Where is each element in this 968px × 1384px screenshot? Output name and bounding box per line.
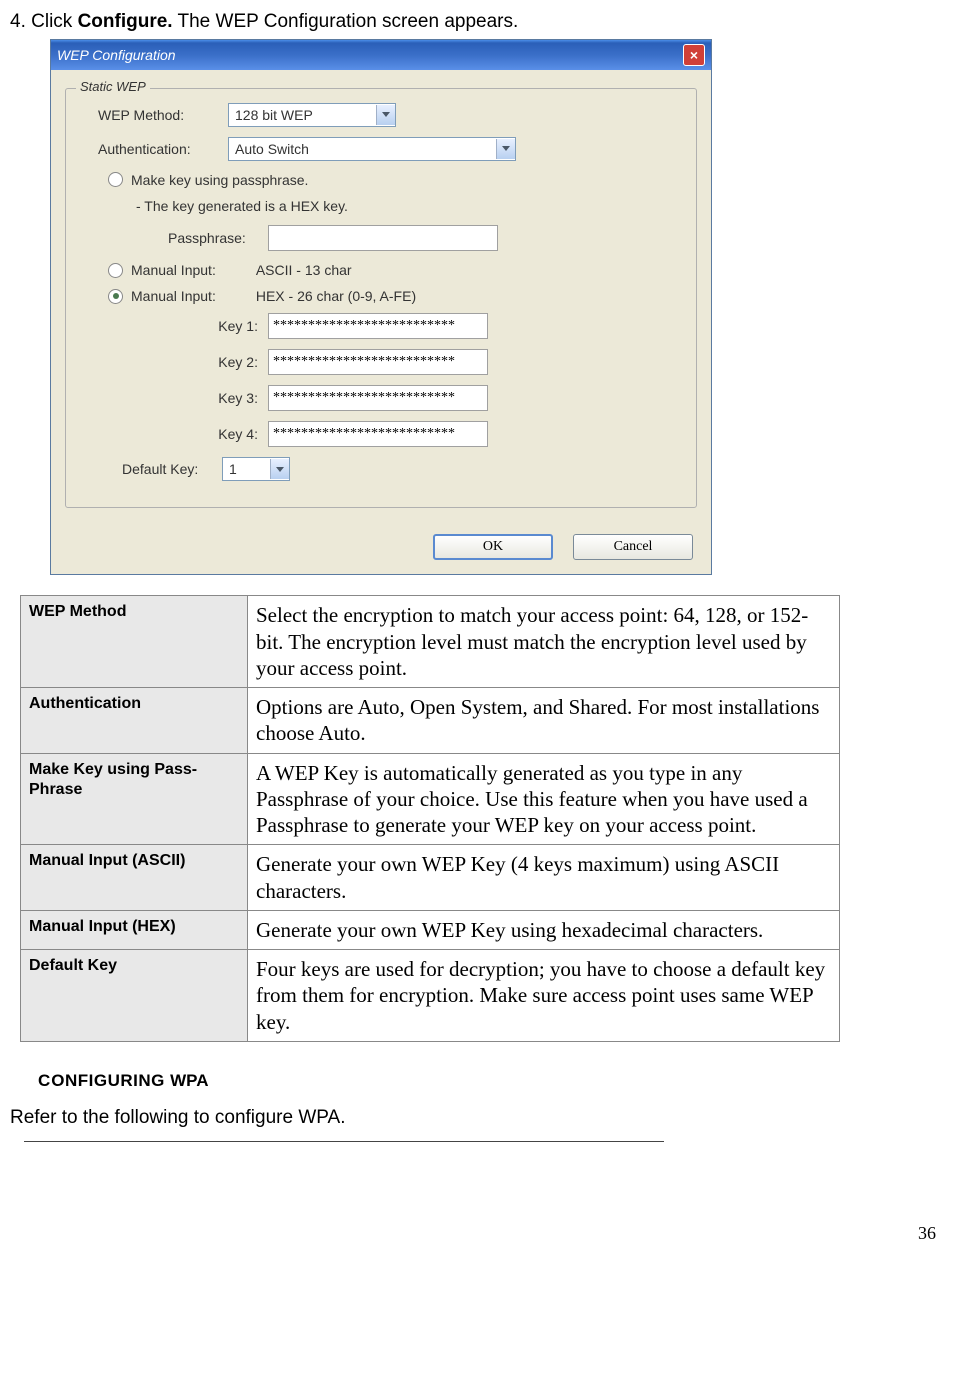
passphrase-label: Passphrase: (168, 229, 268, 247)
hex-radio-label: Manual Input: (131, 287, 216, 305)
hex-radio-row[interactable]: Manual Input: HEX - 26 char (0-9, A-FE) (108, 287, 684, 305)
key4-row: Key 4: (78, 421, 684, 447)
auth-combo[interactable]: Auto Switch (228, 137, 516, 161)
divider-line (24, 1141, 664, 1142)
table-row: Authentication Options are Auto, Open Sy… (21, 688, 840, 754)
default-key-combo[interactable]: 1 (222, 457, 290, 481)
radio-icon (108, 263, 123, 278)
dialog-title: WEP Configuration (57, 46, 176, 64)
step-bold: Configure. (78, 11, 173, 32)
table-row: WEP Method Select the encryption to matc… (21, 596, 840, 688)
td-hex: Generate your own WEP Key using hexadeci… (248, 910, 840, 949)
key3-input[interactable] (268, 385, 488, 411)
td-passphrase: A WEP Key is automatically generated as … (248, 753, 840, 845)
ascii-radio-row[interactable]: Manual Input: ASCII - 13 char (108, 261, 684, 279)
section-heading: CONFIGURING WPA (38, 1070, 958, 1092)
description-table: WEP Method Select the encryption to matc… (20, 595, 840, 1042)
th-passphrase: Make Key using Pass-Phrase (21, 753, 248, 845)
passphrase-input[interactable] (268, 225, 498, 251)
table-row: Default Key Four keys are used for decry… (21, 950, 840, 1042)
key1-row: Key 1: (78, 313, 684, 339)
hex-extra-text: HEX - 26 char (0-9, A-FE) (256, 287, 416, 305)
key2-row: Key 2: (78, 349, 684, 375)
td-authentication: Options are Auto, Open System, and Share… (248, 688, 840, 754)
passphrase-radio-row[interactable]: Make key using passphrase. (108, 171, 684, 189)
th-ascii: Manual Input (ASCII) (21, 845, 248, 911)
td-default-key: Four keys are used for decryption; you h… (248, 950, 840, 1042)
close-icon[interactable]: × (683, 44, 705, 66)
wep-method-value: 128 bit WEP (235, 106, 313, 124)
td-ascii: Generate your own WEP Key (4 keys maximu… (248, 845, 840, 911)
table-row: Manual Input (HEX) Generate your own WEP… (21, 910, 840, 949)
auth-value: Auto Switch (235, 140, 309, 158)
key1-label: Key 1: (78, 317, 268, 335)
auth-label: Authentication: (78, 140, 228, 158)
chevron-down-icon (270, 459, 289, 479)
th-authentication: Authentication (21, 688, 248, 754)
cancel-button[interactable]: Cancel (573, 534, 693, 560)
group-title: Static WEP (76, 79, 150, 96)
passphrase-note: - The key generated is a HEX key. (136, 197, 684, 215)
dialog-screenshot: WEP Configuration × Static WEP WEP Metho… (50, 39, 958, 576)
default-key-label: Default Key: (122, 460, 222, 478)
td-wep-method: Select the encryption to match your acce… (248, 596, 840, 688)
passphrase-radio-label: Make key using passphrase. (131, 171, 308, 189)
default-key-value: 1 (229, 460, 237, 478)
wep-method-row: WEP Method: 128 bit WEP (78, 103, 684, 127)
wep-config-dialog: WEP Configuration × Static WEP WEP Metho… (50, 39, 712, 576)
step-suffix: The WEP Configuration screen appears. (173, 11, 519, 32)
body-line: Refer to the following to configure WPA. (10, 1106, 958, 1131)
radio-icon (108, 172, 123, 187)
dialog-body: Static WEP WEP Method: 128 bit WEP Authe… (51, 70, 711, 523)
chevron-down-icon (376, 105, 395, 125)
wep-method-label: WEP Method: (78, 106, 228, 124)
dialog-titlebar: WEP Configuration × (51, 40, 711, 70)
th-hex: Manual Input (HEX) (21, 910, 248, 949)
default-key-row: Default Key: 1 (122, 457, 684, 481)
step-line: 4. Click Configure. The WEP Configuratio… (10, 10, 958, 35)
ascii-radio-label: Manual Input: (131, 261, 216, 279)
step-prefix: 4. Click (10, 11, 78, 32)
static-wep-group: Static WEP WEP Method: 128 bit WEP Authe… (65, 88, 697, 509)
auth-row: Authentication: Auto Switch (78, 137, 684, 161)
ok-button[interactable]: OK (433, 534, 553, 560)
passphrase-input-row: Passphrase: (168, 225, 684, 251)
key3-row: Key 3: (78, 385, 684, 411)
key4-input[interactable] (268, 421, 488, 447)
th-default-key: Default Key (21, 950, 248, 1042)
key1-input[interactable] (268, 313, 488, 339)
radio-checked-icon (108, 289, 123, 304)
ascii-extra-text: ASCII - 13 char (256, 261, 352, 279)
page-number: 36 (10, 1222, 958, 1245)
wep-method-combo[interactable]: 128 bit WEP (228, 103, 396, 127)
key4-label: Key 4: (78, 425, 268, 443)
th-wep-method: WEP Method (21, 596, 248, 688)
chevron-down-icon (496, 139, 515, 159)
key2-label: Key 2: (78, 353, 268, 371)
key2-input[interactable] (268, 349, 488, 375)
table-row: Make Key using Pass-Phrase A WEP Key is … (21, 753, 840, 845)
table-row: Manual Input (ASCII) Generate your own W… (21, 845, 840, 911)
key3-label: Key 3: (78, 389, 268, 407)
dialog-buttons: OK Cancel (51, 522, 711, 574)
